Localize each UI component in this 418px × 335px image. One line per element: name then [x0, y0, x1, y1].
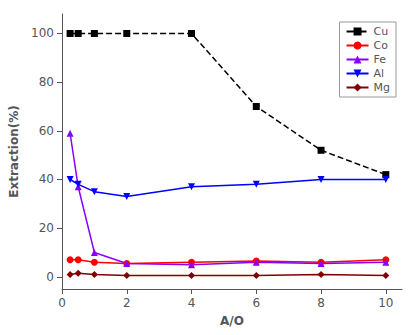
svg-text:20: 20: [39, 221, 54, 235]
svg-text:8: 8: [317, 296, 325, 310]
svg-text:A/O: A/O: [220, 314, 244, 328]
svg-text:40: 40: [39, 172, 54, 186]
svg-text:100: 100: [31, 26, 54, 40]
svg-text:80: 80: [39, 75, 54, 89]
svg-text:Mg: Mg: [374, 81, 390, 94]
svg-text:Extraction(%): Extraction(%): [7, 105, 21, 197]
svg-text:60: 60: [39, 124, 54, 138]
svg-text:Co: Co: [374, 39, 389, 52]
svg-text:10: 10: [378, 296, 393, 310]
svg-text:0: 0: [46, 270, 54, 284]
svg-text:6: 6: [252, 296, 260, 310]
svg-text:2: 2: [123, 296, 131, 310]
svg-text:0: 0: [58, 296, 66, 310]
svg-text:4: 4: [188, 296, 196, 310]
svg-text:Al: Al: [374, 67, 385, 80]
svg-text:Cu: Cu: [374, 25, 389, 38]
svg-text:Fe: Fe: [374, 53, 387, 66]
